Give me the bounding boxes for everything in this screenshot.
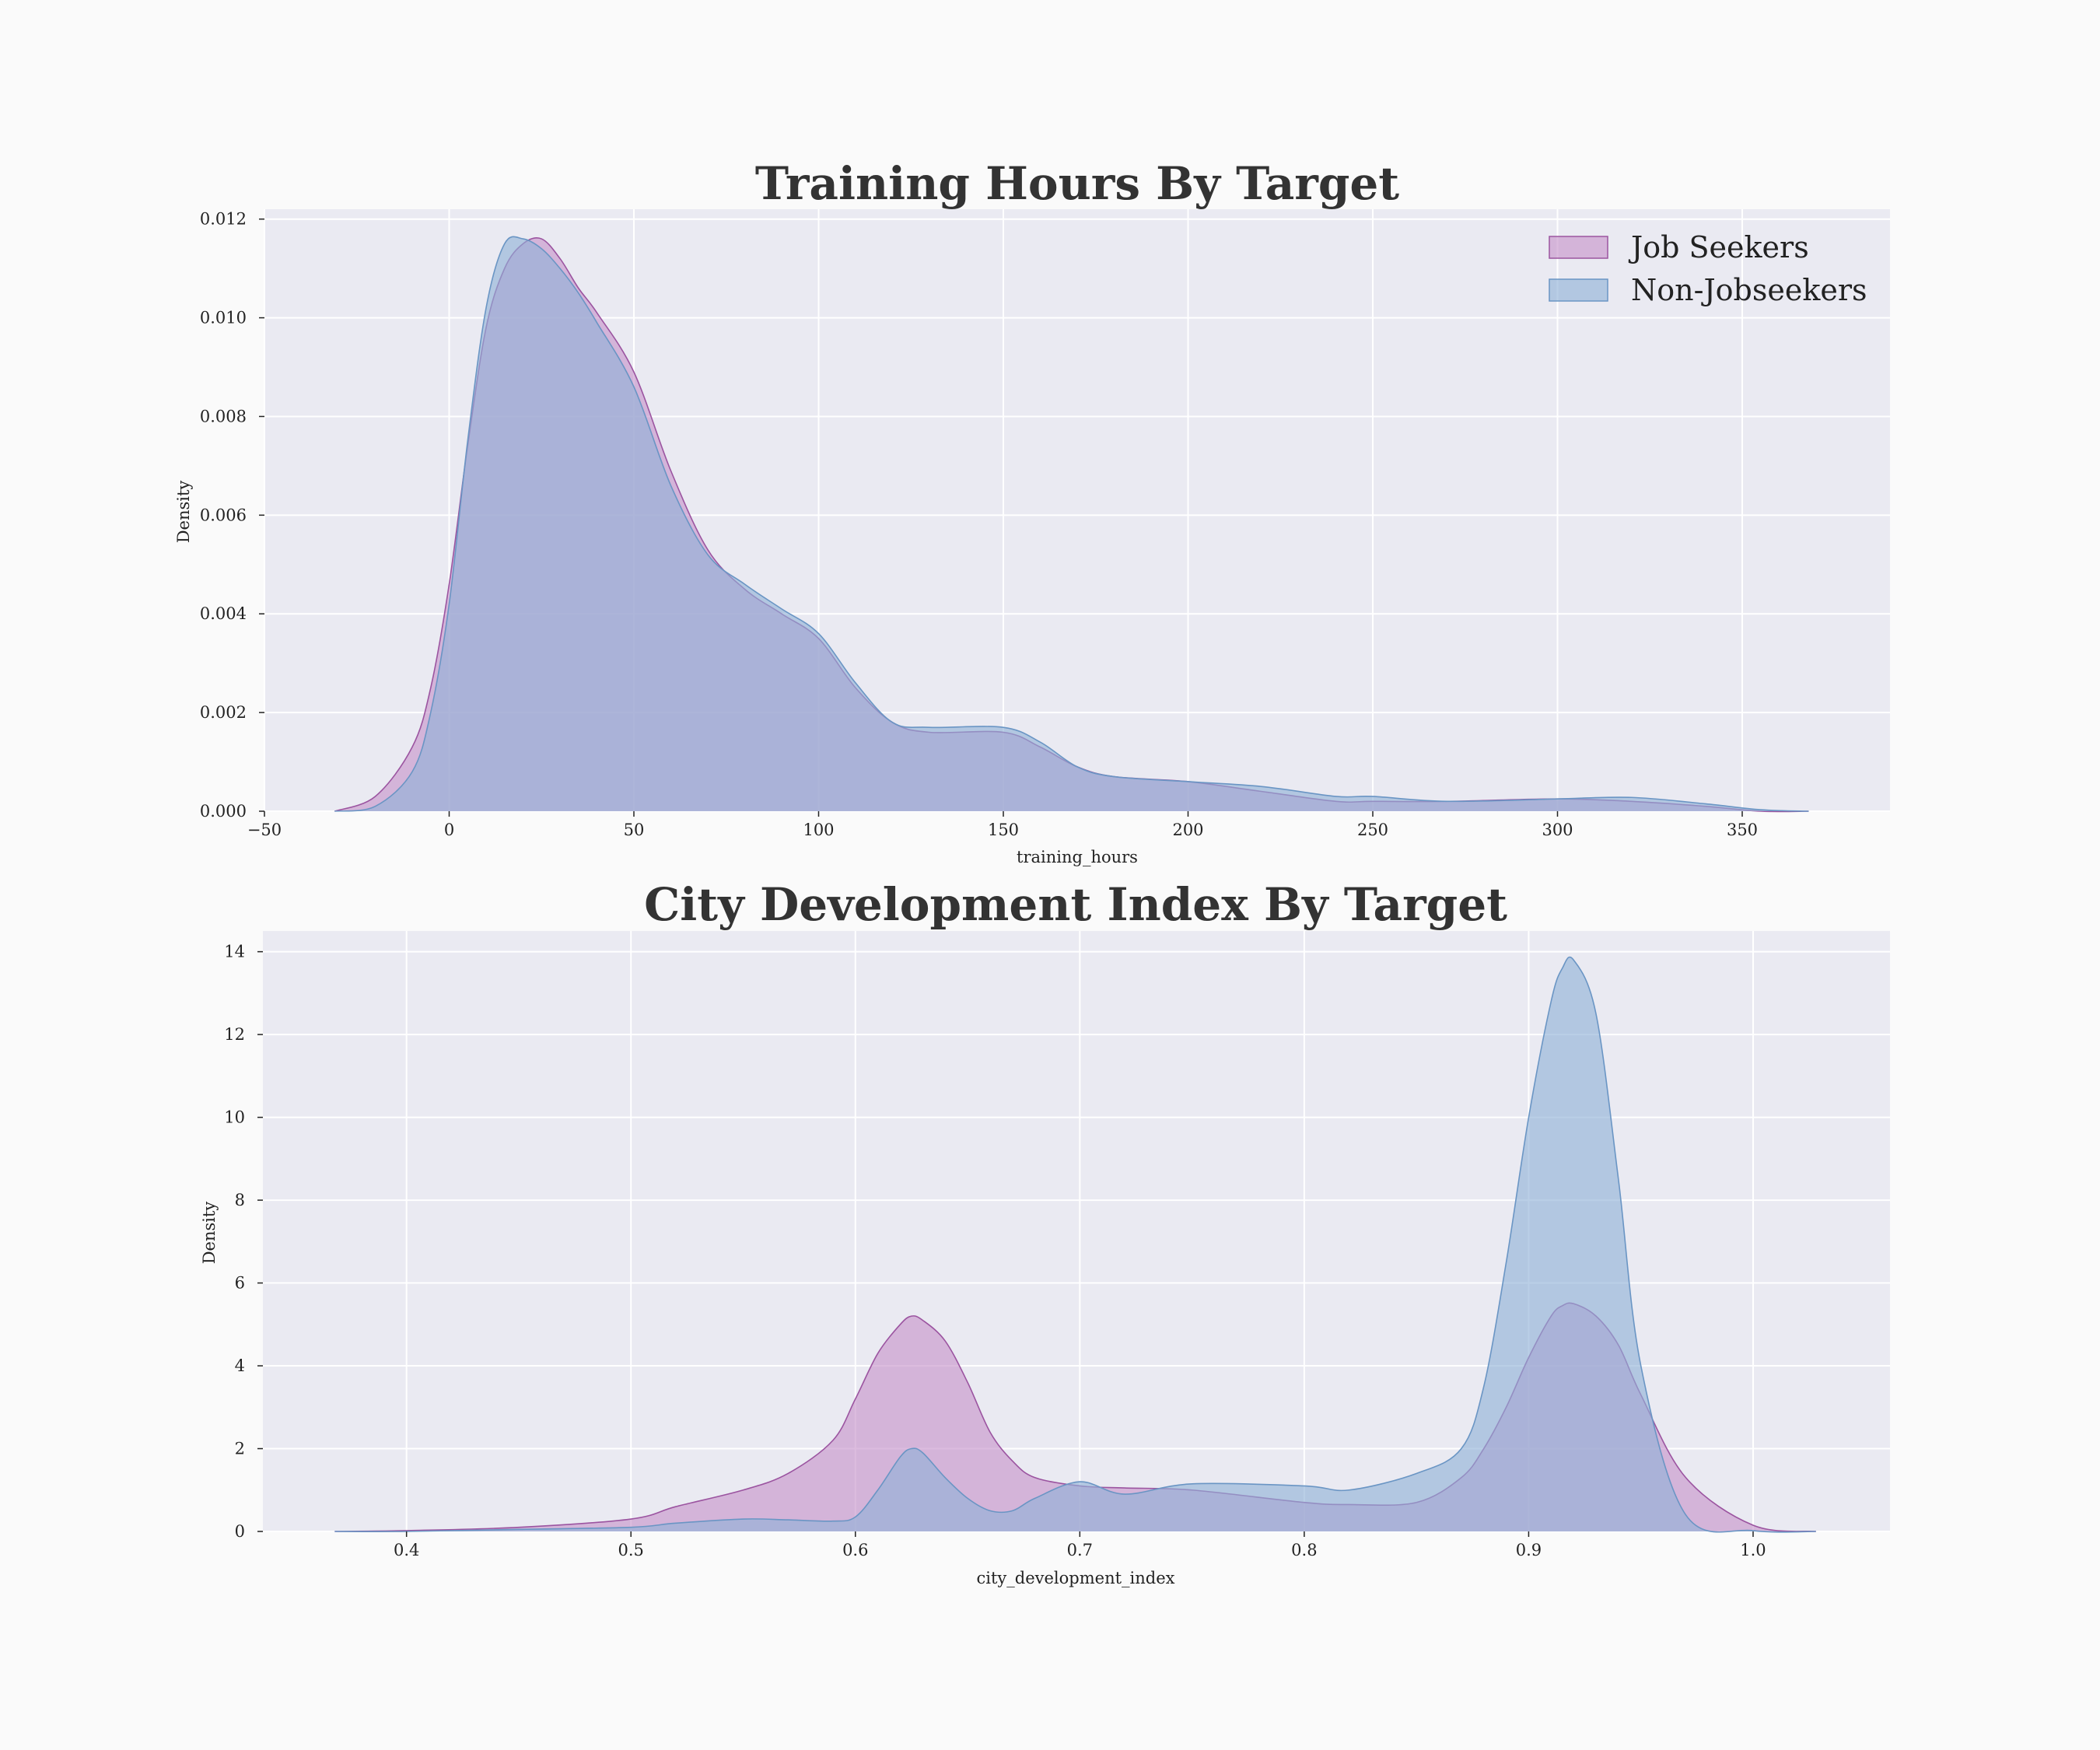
y-tick-label: 8 <box>235 1191 245 1209</box>
y-tick-label: 0.002 <box>200 703 247 722</box>
y-ticks: 0 2 4 6 8 10 12 14 <box>224 943 263 1541</box>
x-tick-label: 200 <box>1172 821 1203 839</box>
series-layer <box>334 236 1809 813</box>
y-tick-label: 4 <box>235 1356 245 1375</box>
x-tick-label: −50 <box>247 821 282 839</box>
x-tick-label: 50 <box>624 821 645 839</box>
x-ticks: −50 0 50 100 150 200 250 300 350 <box>247 811 1758 839</box>
y-tick-label: 12 <box>224 1025 245 1044</box>
x-tick-label: 0.9 <box>1516 1541 1542 1559</box>
y-tick-label: 0.008 <box>200 407 247 425</box>
y-axis-label: Density <box>174 481 193 544</box>
series-layer <box>334 956 1816 1533</box>
x-tick-label: 0 <box>444 821 454 839</box>
x-ticks: 0.4 0.5 0.6 0.7 0.8 0.9 1.0 <box>394 1531 1766 1559</box>
y-tick-label: 0.000 <box>200 802 247 821</box>
chart-title: City Development Index By Target <box>644 878 1507 931</box>
x-tick-label: 0.7 <box>1067 1541 1093 1559</box>
y-tick-label: 14 <box>224 943 245 961</box>
x-axis-label: city_development_index <box>976 1569 1174 1587</box>
x-tick-label: 0.5 <box>618 1541 644 1559</box>
x-tick-label: 0.8 <box>1291 1541 1317 1559</box>
x-tick-label: 250 <box>1357 821 1388 839</box>
legend-swatch-job-seekers <box>1549 236 1608 259</box>
y-tick-label: 0 <box>235 1522 245 1541</box>
x-tick-label: 1.0 <box>1740 1541 1766 1559</box>
x-tick-label: 100 <box>803 821 834 839</box>
y-tick-label: 10 <box>224 1108 245 1127</box>
legend-swatch-non-jobseekers <box>1549 278 1608 302</box>
y-tick-label: 2 <box>235 1440 245 1458</box>
y-tick-label: 0.004 <box>200 604 247 623</box>
training-hours-chart: Training Hours By Target −50 0 50 100 150 200… <box>174 157 1890 866</box>
y-tick-label: 6 <box>235 1274 245 1293</box>
legend-label-job-seekers: Job Seekers <box>1628 230 1809 264</box>
city-development-index-chart: City Development Index By Target 0.4 0.5 0… <box>200 878 1890 1587</box>
chart-title: Training Hours By Target <box>755 157 1399 210</box>
y-tick-label: 0.012 <box>200 210 247 229</box>
x-tick-label: 300 <box>1542 821 1573 839</box>
y-tick-label: 0.006 <box>200 506 247 524</box>
series-area-non-jobseekers <box>334 236 1809 811</box>
x-axis-label: training_hours <box>1017 848 1138 866</box>
x-tick-label: 350 <box>1727 821 1758 839</box>
y-tick-label: 0.010 <box>200 309 247 327</box>
series-line-non-jobseekers <box>334 236 1809 812</box>
legend-label-non-jobseekers: Non-Jobseekers <box>1631 273 1867 307</box>
y-ticks: 0.000 0.002 0.004 0.006 0.008 0.010 0.012 <box>200 210 264 821</box>
legend: Job Seekers Non-Jobseekers <box>1549 230 1867 307</box>
x-tick-label: 150 <box>988 821 1019 839</box>
series-line-non-jobseekers <box>334 956 1816 1533</box>
series-area-non-jobseekers <box>334 957 1816 1532</box>
x-tick-label: 0.4 <box>394 1541 419 1559</box>
x-tick-label: 0.6 <box>842 1541 868 1559</box>
y-axis-label: Density <box>200 1202 219 1265</box>
